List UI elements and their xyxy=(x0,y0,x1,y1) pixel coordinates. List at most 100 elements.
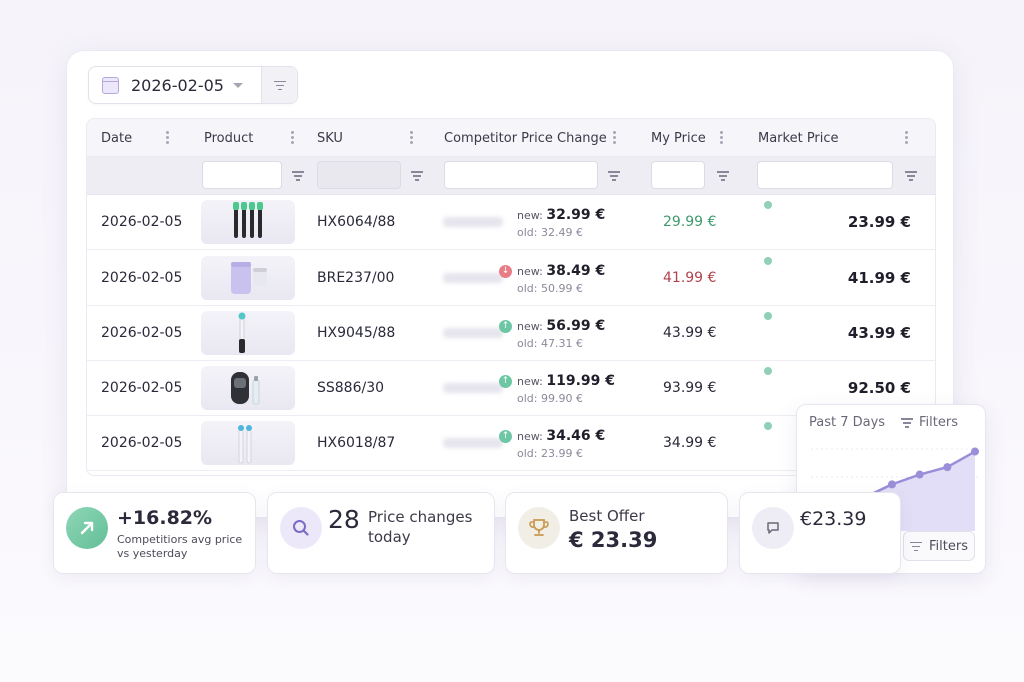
competitor-name-redacted xyxy=(443,438,503,448)
row-date: 2026-02-05 xyxy=(101,380,183,396)
filter-icon[interactable] xyxy=(608,171,620,181)
arrow-up-right-icon xyxy=(66,507,108,549)
column-label: Competitor Price Change xyxy=(444,130,607,146)
filters-button[interactable]: Filters xyxy=(903,531,975,561)
old-price: old: 23.99 € xyxy=(517,447,583,460)
kebab-icon xyxy=(720,131,723,145)
row-date: 2026-02-05 xyxy=(101,435,183,451)
kebab-icon xyxy=(291,131,294,145)
product-thumbnail[interactable] xyxy=(201,256,295,300)
row-sku: BRE237/00 xyxy=(317,270,395,286)
row-market-price: 41.99 € xyxy=(847,269,911,287)
column-header-market-price[interactable]: Market Price xyxy=(758,119,839,157)
new-price: new: 56.99 € xyxy=(517,318,606,334)
product-thumbnail[interactable] xyxy=(201,200,295,244)
sku-filter-input[interactable] xyxy=(317,161,401,189)
filter-icon[interactable] xyxy=(905,171,917,181)
column-header-sku[interactable]: SKU xyxy=(317,119,343,157)
status-dot xyxy=(764,422,772,430)
filters-link[interactable]: Filters xyxy=(901,415,958,430)
kpi-card-price-changes[interactable]: 28 Price changes today xyxy=(267,492,495,574)
filter-icon xyxy=(273,80,286,90)
growth-caption-line1: Competitiors avg price xyxy=(117,533,243,546)
competitor-name-redacted xyxy=(443,217,503,227)
best-offer-label: Best Offer xyxy=(569,507,645,525)
old-price: old: 99.90 € xyxy=(517,392,583,405)
row-my-price: 41.99 € xyxy=(663,270,717,286)
table-row[interactable]: 2026-02-05 SS886/30 ↑ new: 119.99 € old:… xyxy=(87,361,935,416)
status-dot xyxy=(764,201,772,209)
my-price-filter-input[interactable] xyxy=(651,161,705,189)
column-menu-market-price[interactable] xyxy=(905,119,909,157)
row-sku: HX6018/87 xyxy=(317,435,396,451)
column-label: Product xyxy=(204,130,254,146)
row-my-price: 93.99 € xyxy=(663,380,717,396)
filter-icon[interactable] xyxy=(411,171,423,181)
kebab-icon xyxy=(410,131,413,145)
market-price-filter-input[interactable] xyxy=(757,161,893,189)
status-dot xyxy=(764,312,772,320)
row-sku: SS886/30 xyxy=(317,380,385,396)
column-menu-competitor-change[interactable] xyxy=(613,119,617,157)
period-selector[interactable]: Past 7 Days xyxy=(809,415,886,430)
growth-value: +16.82% xyxy=(117,507,213,529)
new-price: new: 38.49 € xyxy=(517,263,606,279)
best-offer-value: € 23.39 xyxy=(569,528,658,552)
column-menu-product[interactable] xyxy=(291,119,295,157)
filter-icon xyxy=(901,418,913,428)
table-header: Date Product SKU Competitor Price Change… xyxy=(87,119,935,157)
filter-icon[interactable] xyxy=(292,171,304,181)
product-thumbnail[interactable] xyxy=(201,421,295,465)
row-my-price: 29.99 € xyxy=(663,214,717,230)
arrow-down-icon: ↓ xyxy=(499,265,512,278)
product-filter-input[interactable] xyxy=(202,161,282,189)
table-row[interactable]: 2026-02-05 BRE237/00 ↓ new: 38.49 € old:… xyxy=(87,251,935,306)
new-price: new: 32.99 € xyxy=(517,207,606,223)
table-row[interactable]: 2026-02-05 HX6064/88 new: 32.99 € old: 3… xyxy=(87,195,935,250)
row-sku: HX9045/88 xyxy=(317,325,396,341)
column-menu-date[interactable] xyxy=(166,119,170,157)
filter-icon xyxy=(910,541,923,551)
row-market-price: 23.99 € xyxy=(847,213,911,231)
arrow-up-icon: ↑ xyxy=(499,430,512,443)
competitor-name-redacted xyxy=(443,383,503,393)
price-changes-count: 28 xyxy=(328,505,360,534)
filters-button-label: Filters xyxy=(929,538,968,554)
competitor-filter-input[interactable] xyxy=(444,161,598,189)
old-price: old: 47.31 € xyxy=(517,337,583,350)
kebab-icon xyxy=(166,131,169,145)
data-point xyxy=(971,447,979,456)
column-header-date[interactable]: Date xyxy=(101,119,132,157)
column-label: Date xyxy=(101,130,133,146)
kpi-card-chat[interactable]: €23.39 xyxy=(739,492,901,574)
column-header-product[interactable]: Product xyxy=(204,119,253,157)
product-thumbnail[interactable] xyxy=(201,311,295,355)
product-thumbnail[interactable] xyxy=(201,366,295,410)
kebab-icon xyxy=(613,131,616,145)
table-row[interactable]: 2026-02-05 HX9045/88 ↑ new: 56.99 € old:… xyxy=(87,306,935,361)
column-label: My Price xyxy=(651,130,706,146)
row-date: 2026-02-05 xyxy=(101,325,183,341)
column-menu-sku[interactable] xyxy=(410,119,414,157)
calendar-icon xyxy=(102,76,119,94)
data-point xyxy=(943,463,952,472)
kpi-card-growth[interactable]: +16.82% Competitiors avg price vs yester… xyxy=(53,492,256,574)
column-header-competitor-change[interactable]: Competitor Price Change xyxy=(444,119,607,157)
chat-icon xyxy=(752,507,794,549)
kpi-card-best-offer[interactable]: Best Offer € 23.39 xyxy=(505,492,728,574)
chevron-down-icon[interactable] xyxy=(233,82,243,88)
price-changes-label-line2: today xyxy=(368,528,411,546)
row-my-price: 43.99 € xyxy=(663,325,717,341)
table-row[interactable]: 2026-02-05 HX6018/87 ↑ new: 34.46 € old:… xyxy=(87,416,935,471)
date-filter-button[interactable] xyxy=(261,67,297,103)
column-header-my-price[interactable]: My Price xyxy=(651,119,706,157)
new-price: new: 34.46 € xyxy=(517,428,606,444)
data-point xyxy=(888,480,896,489)
date-picker[interactable]: 2026-02-05 xyxy=(88,66,298,104)
competitor-name-redacted xyxy=(443,328,503,338)
status-dot xyxy=(764,257,772,265)
column-label: SKU xyxy=(317,130,343,146)
filter-icon[interactable] xyxy=(717,171,729,181)
column-menu-my-price[interactable] xyxy=(720,119,724,157)
data-point xyxy=(915,470,924,479)
